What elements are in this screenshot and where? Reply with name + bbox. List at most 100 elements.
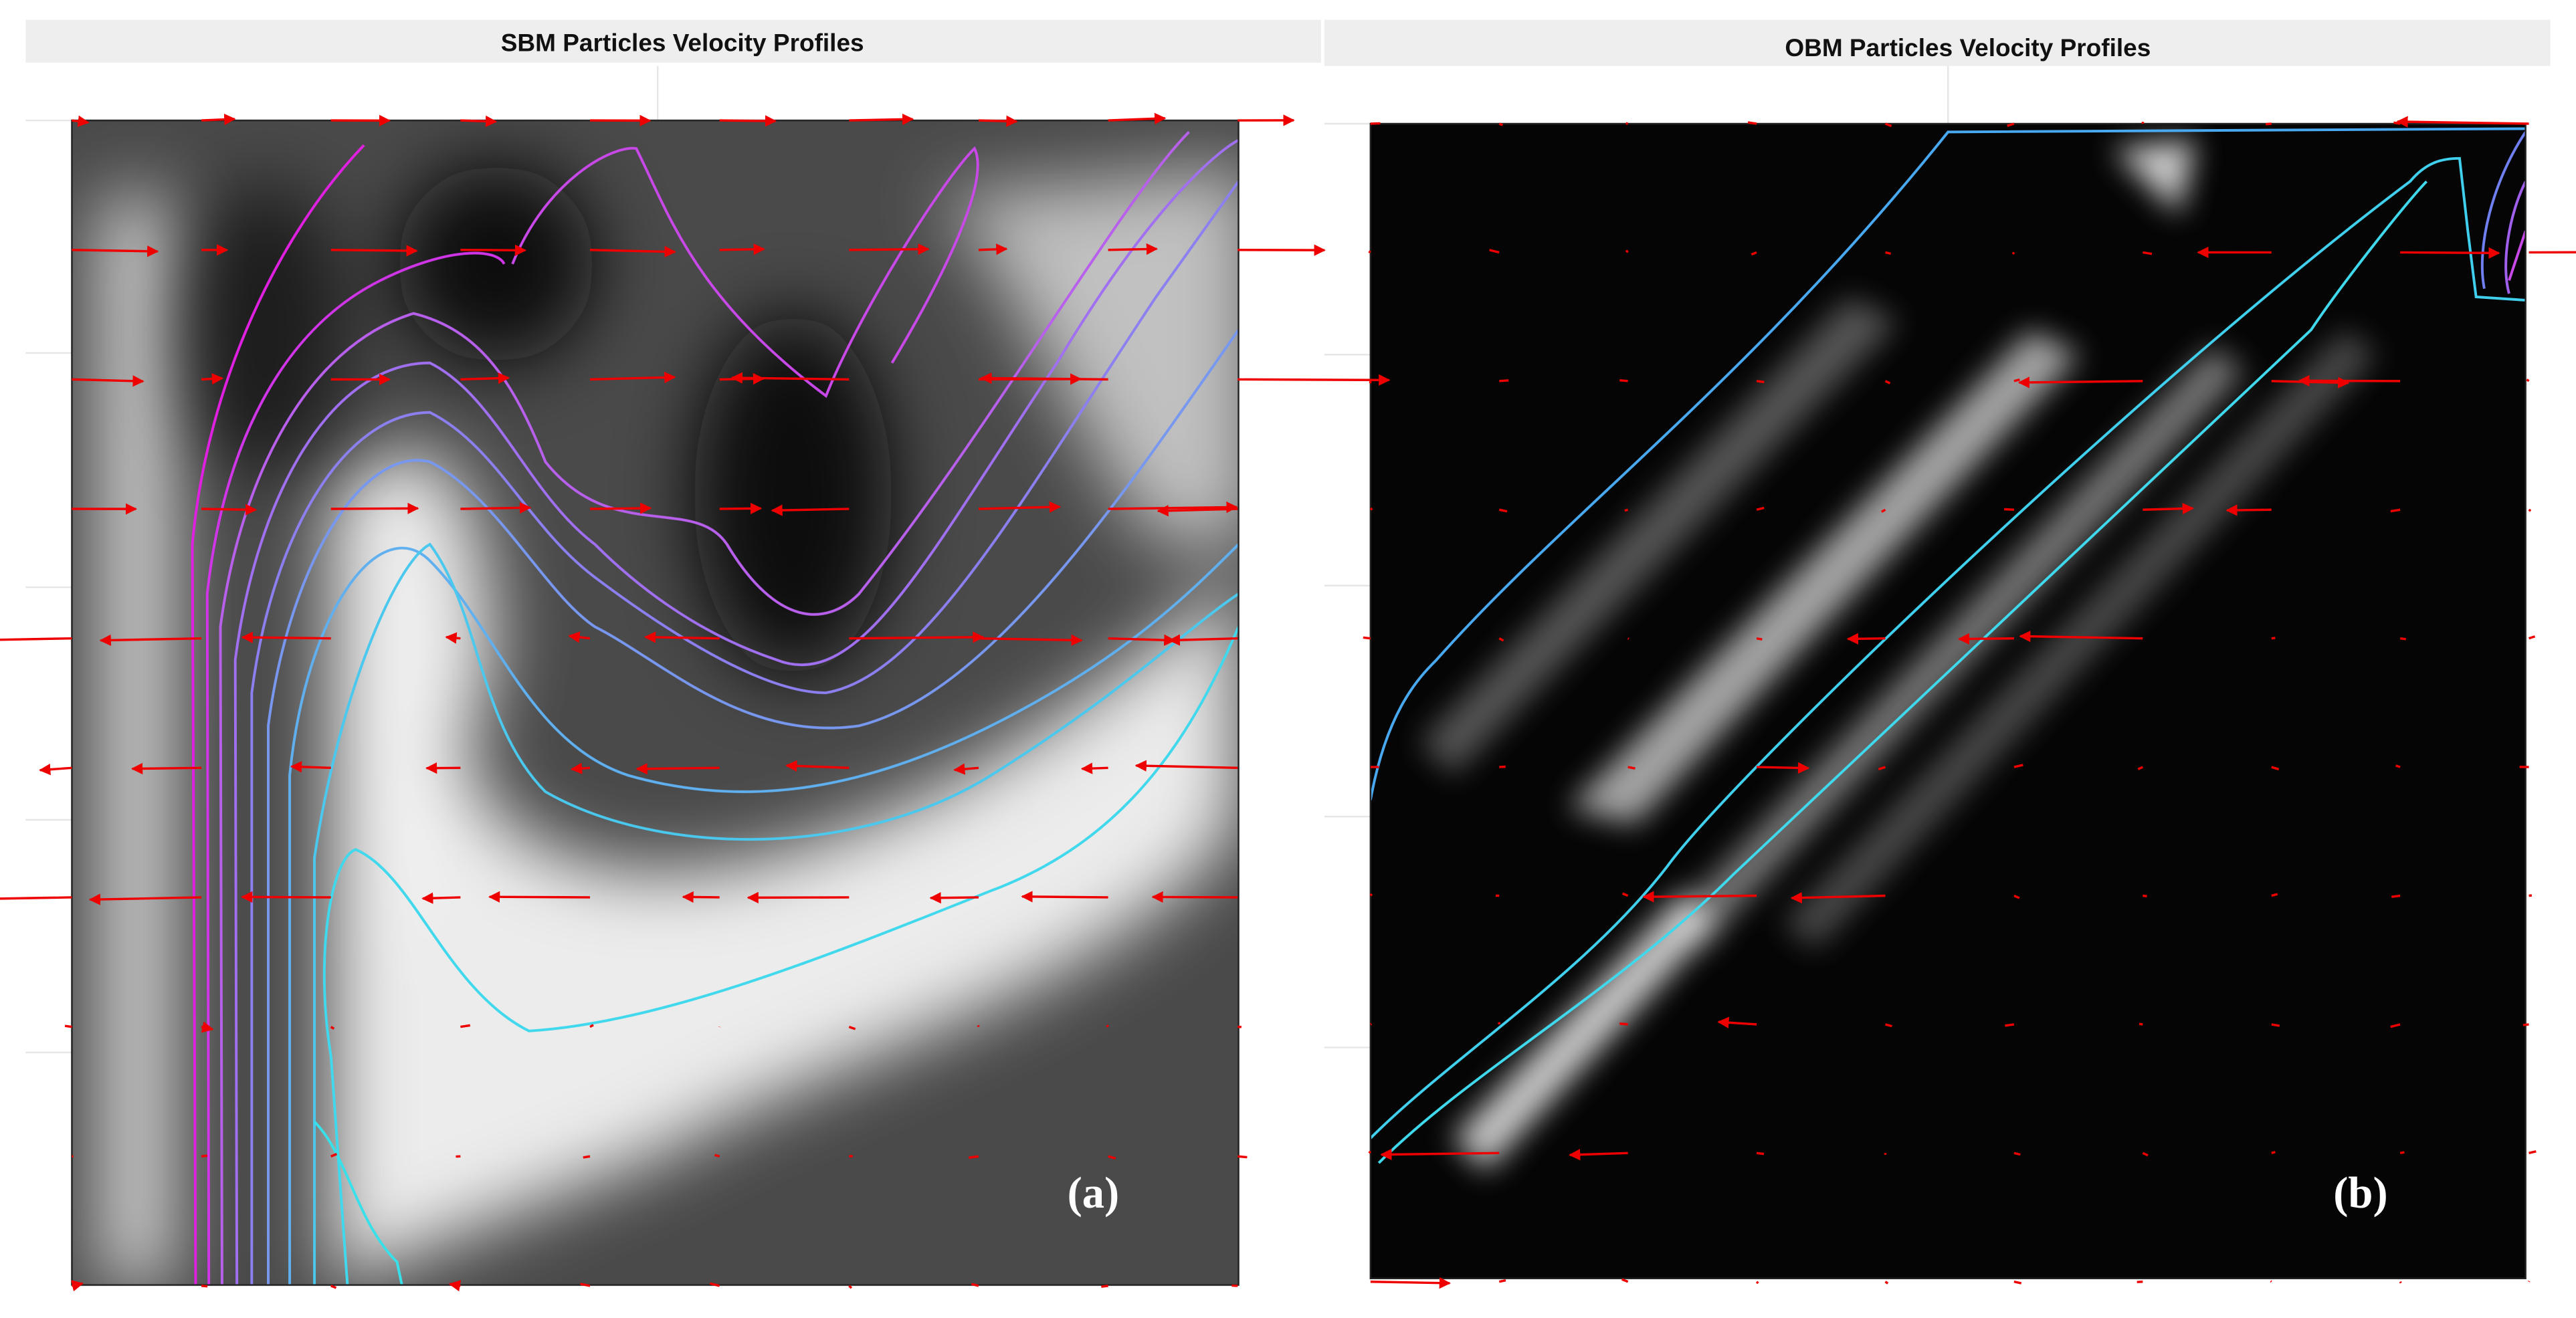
velocity-arrow: [2400, 247, 2500, 259]
velocity-arrow: [1751, 251, 1757, 256]
velocity-arrow: [1157, 505, 1238, 517]
velocity-arrow: [2019, 631, 2143, 643]
velocity-arrow: [953, 763, 979, 775]
velocity-arrows: [0, 112, 2576, 1292]
velocity-arrow: [2271, 1023, 2280, 1027]
velocity-arrow: [460, 115, 498, 128]
velocity-arrow: [2005, 1023, 2015, 1027]
velocity-arrow: [568, 631, 591, 643]
velocity-arrow: [1363, 636, 1371, 640]
velocity-arrow: [2399, 1151, 2405, 1155]
velocity-arrow: [1755, 1281, 1759, 1285]
velocity-arrow: [1168, 634, 1238, 646]
velocity-arrow: [330, 1285, 337, 1289]
velocity-arrow: [2522, 1023, 2529, 1026]
velocity-arrow: [1625, 122, 1629, 125]
velocity-arrow: [929, 892, 979, 904]
velocity-arrow: [1756, 1151, 1765, 1156]
velocity-arrow: [978, 115, 1018, 127]
panel-a-contours: [191, 130, 1239, 1285]
velocity-arrow: [2013, 1281, 2022, 1285]
velocity-arrow: [1237, 374, 1391, 386]
velocity-arrow: [1885, 1023, 1892, 1028]
panel-title: SBM Particles Velocity Profiles: [501, 29, 864, 56]
velocity-arrow: [589, 371, 676, 384]
velocity-arrow: [2142, 1151, 2149, 1157]
panel-b-contours: [1370, 127, 2526, 1164]
velocity-arrow: [1621, 892, 1629, 897]
velocity-arrow: [1747, 121, 1757, 125]
velocity-arrow: [2271, 893, 2278, 897]
velocity-arrow: [2011, 251, 2015, 255]
velocity-arrow: [2399, 1281, 2402, 1284]
velocity-arrow: [2390, 508, 2401, 513]
velocity-arrow: [1756, 506, 1765, 511]
velocity-arrow: [1368, 1150, 1372, 1154]
velocity-arrow: [2007, 122, 2015, 127]
velocity-arrow: [0, 637, 72, 641]
velocity-arrow: [99, 634, 202, 647]
velocity-arrow: [848, 1285, 853, 1289]
velocity-arrow: [2143, 251, 2153, 255]
velocity-arrow: [1237, 1155, 1248, 1159]
velocity-arrow: [849, 113, 914, 126]
velocity-arrow: [72, 115, 90, 127]
velocity-arrow: [1499, 765, 1506, 768]
velocity-arrow: [589, 1024, 594, 1028]
velocity-arrow: [2270, 1280, 2272, 1283]
velocity-arrow: [290, 761, 331, 773]
velocity-arrow: [714, 1154, 720, 1158]
velocity-arrow: [1878, 766, 1886, 771]
velocity-arrow: [241, 631, 331, 643]
panel-label: (b): [2333, 1169, 2387, 1218]
plot-frame: [1369, 122, 2527, 1280]
velocity-arrow: [1370, 1277, 1452, 1289]
plot-frame: [71, 119, 1240, 1286]
velocity-arrow: [848, 1025, 856, 1030]
velocity-arrow: [1101, 1285, 1108, 1288]
velocity-arrow: [2528, 1280, 2531, 1283]
velocity-arrow: [201, 504, 258, 516]
velocity-arrow: [2143, 894, 2147, 897]
velocity-arrow: [2526, 378, 2530, 382]
velocity-arrow: [785, 760, 850, 772]
velocity-arrow: [421, 892, 461, 904]
panel-label: (a): [1068, 1169, 1120, 1218]
velocity-arrow: [1884, 122, 1892, 128]
velocity-arrow: [1108, 112, 1167, 125]
velocity-arrow: [2529, 1150, 2537, 1154]
velocity-arrow: [2271, 376, 2350, 389]
velocity-arrow: [2004, 508, 2014, 511]
velocity-arrow: [2013, 894, 2020, 899]
velocity-arrow: [590, 502, 652, 514]
velocity-arrow: [719, 502, 763, 515]
velocity-arrow: [460, 372, 510, 385]
velocity-arrow: [330, 1153, 338, 1158]
velocity-arrow: [978, 634, 1083, 646]
velocity-arrow: [2529, 635, 2536, 640]
velocity-arrow: [0, 896, 72, 900]
velocity-arrow: [39, 764, 72, 776]
velocity-arrow: [460, 244, 527, 256]
velocity-arrow: [977, 1024, 980, 1028]
velocity-arrow: [849, 1155, 853, 1158]
velocity-arrow: [2529, 894, 2533, 897]
velocity-arrow: [71, 1280, 84, 1292]
velocity-arrow: [1368, 250, 1371, 253]
velocity-arrow: [460, 502, 532, 514]
title-bar: [1324, 19, 2551, 66]
velocity-arrow: [978, 501, 1062, 513]
velocity-arrow: [1880, 508, 1886, 513]
velocity-arrow: [448, 1280, 462, 1292]
velocity-arrow: [643, 631, 720, 643]
velocity-arrow: [635, 763, 720, 775]
outer-grid: [25, 66, 1949, 1054]
velocity-arrow: [1370, 122, 1381, 125]
velocity-arrow: [1380, 1148, 1500, 1161]
velocity-arrow: [1627, 766, 1636, 770]
velocity-arrow: [2528, 508, 2532, 512]
velocity-arrow: [1498, 1279, 1506, 1283]
velocity-arrow: [1756, 380, 1765, 384]
